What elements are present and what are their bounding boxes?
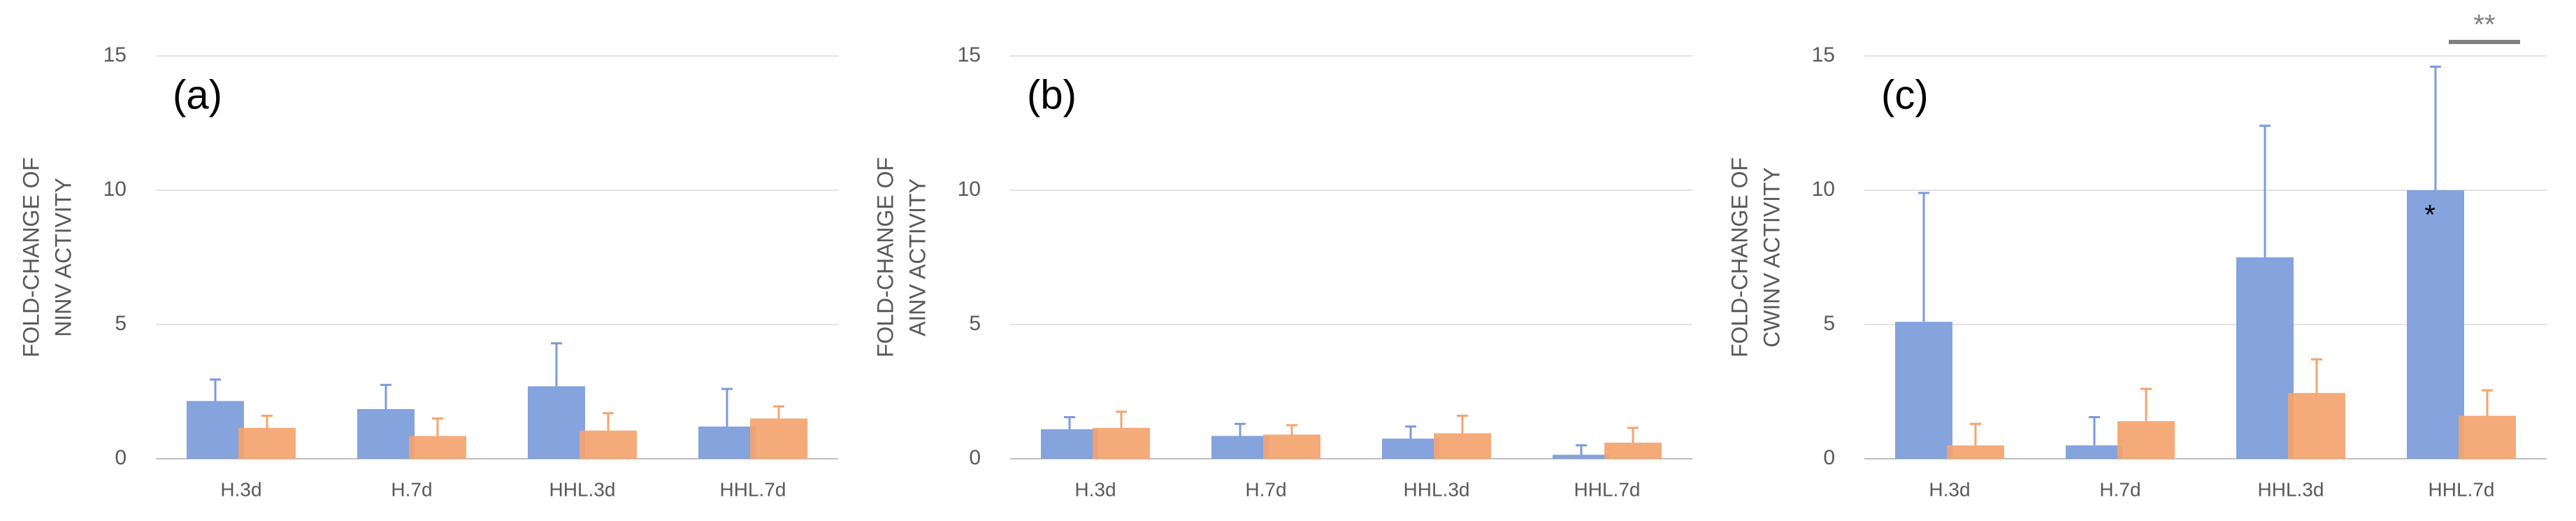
significance-mark: *: [2424, 200, 2435, 231]
error-bar: [2089, 415, 2100, 445]
bar: [187, 401, 244, 459]
y-tick-label: 10: [103, 178, 127, 201]
x-tick-label: H.7d: [391, 478, 432, 500]
bar: [238, 427, 296, 459]
error-bar: [1405, 425, 1416, 439]
bar: [1895, 322, 1952, 459]
bar: [1211, 436, 1269, 459]
error-bar: [261, 415, 273, 428]
bar: [357, 408, 415, 459]
bar: [2407, 190, 2464, 459]
error-bar: [603, 412, 614, 431]
y-tick-label: 0: [1823, 446, 1835, 469]
y-tick-label: 5: [115, 312, 127, 335]
error-bar: [1064, 415, 1075, 429]
bar: [580, 430, 637, 459]
bar: [1041, 429, 1098, 459]
error-bar: [1970, 422, 1981, 445]
bar: [1093, 427, 1150, 459]
bar: [2459, 415, 2516, 459]
y-axis-label: FOLD-CHANGE OF: [1727, 157, 1752, 357]
y-tick-label: 0: [115, 446, 127, 469]
error-bar: [773, 405, 784, 419]
bar: [528, 386, 585, 459]
panel-label: (b): [1027, 72, 1077, 117]
bar: [2117, 421, 2175, 459]
y-tick-label: 15: [958, 43, 981, 66]
y-axis-label: AINV ACTIVITY: [905, 178, 930, 336]
bar: [750, 418, 807, 459]
error-bar: [1457, 415, 1468, 434]
y-tick-label: 15: [1812, 43, 1835, 66]
error-bar: [2259, 124, 2271, 257]
y-tick-label: 10: [1812, 178, 1835, 201]
error-bar: [2311, 358, 2322, 393]
bar: [1263, 434, 1321, 459]
x-tick-label: H.7d: [2099, 478, 2140, 500]
bar: [409, 436, 466, 459]
significance-mark: **: [2473, 10, 2495, 41]
x-tick-label: H.3d: [1929, 478, 1970, 500]
bar: [2288, 392, 2345, 459]
x-tick-label: HHL.7d: [1574, 478, 1641, 500]
panel-label: (a): [173, 72, 222, 117]
error-bar: [2140, 387, 2152, 422]
x-tick-label: HHL.3d: [1404, 478, 1470, 500]
panel-label: (c): [1881, 72, 1929, 117]
y-axis-label: NINV ACTIVITY: [50, 178, 75, 337]
error-bar: [1286, 424, 1297, 435]
bar: [1604, 442, 1662, 459]
error-bar: [721, 387, 733, 427]
x-tick-label: H.7d: [1245, 478, 1286, 500]
error-bar: [432, 417, 443, 436]
bar: [698, 426, 756, 459]
x-tick-label: HHL.7d: [2429, 478, 2495, 500]
bar: [1382, 438, 1439, 459]
y-tick-label: 10: [958, 178, 981, 201]
y-axis-label: CWINV ACTIVITY: [1759, 167, 1784, 348]
y-tick-label: 5: [969, 312, 981, 335]
bar: [1947, 445, 2004, 459]
error-bar: [2430, 65, 2441, 190]
error-bar: [380, 383, 391, 409]
bar: [1553, 455, 1610, 459]
error-bar: [1116, 411, 1127, 428]
error-bar: [210, 378, 221, 401]
y-tick-label: 5: [1823, 312, 1835, 335]
y-tick-label: 0: [969, 446, 981, 469]
x-tick-label: HHL.7d: [720, 478, 786, 500]
bar: [1434, 433, 1491, 459]
bar: [2236, 257, 2294, 459]
y-axis-label: FOLD-CHANGE OF: [872, 157, 898, 357]
error-bar: [551, 342, 562, 387]
y-axis-label: FOLD-CHANGE OF: [18, 157, 43, 357]
error-bar: [1627, 427, 1639, 443]
bar: [2066, 445, 2123, 459]
x-tick-label: HHL.3d: [2258, 478, 2324, 500]
error-bar: [2482, 389, 2493, 416]
x-tick-label: HHL.3d: [549, 478, 616, 500]
error-bar: [1235, 422, 1246, 436]
x-tick-label: H.3d: [220, 478, 261, 500]
y-tick-label: 15: [103, 43, 127, 66]
error-bar: [1576, 444, 1587, 455]
x-tick-label: H.3d: [1074, 478, 1116, 500]
error-bar: [1918, 192, 1929, 322]
